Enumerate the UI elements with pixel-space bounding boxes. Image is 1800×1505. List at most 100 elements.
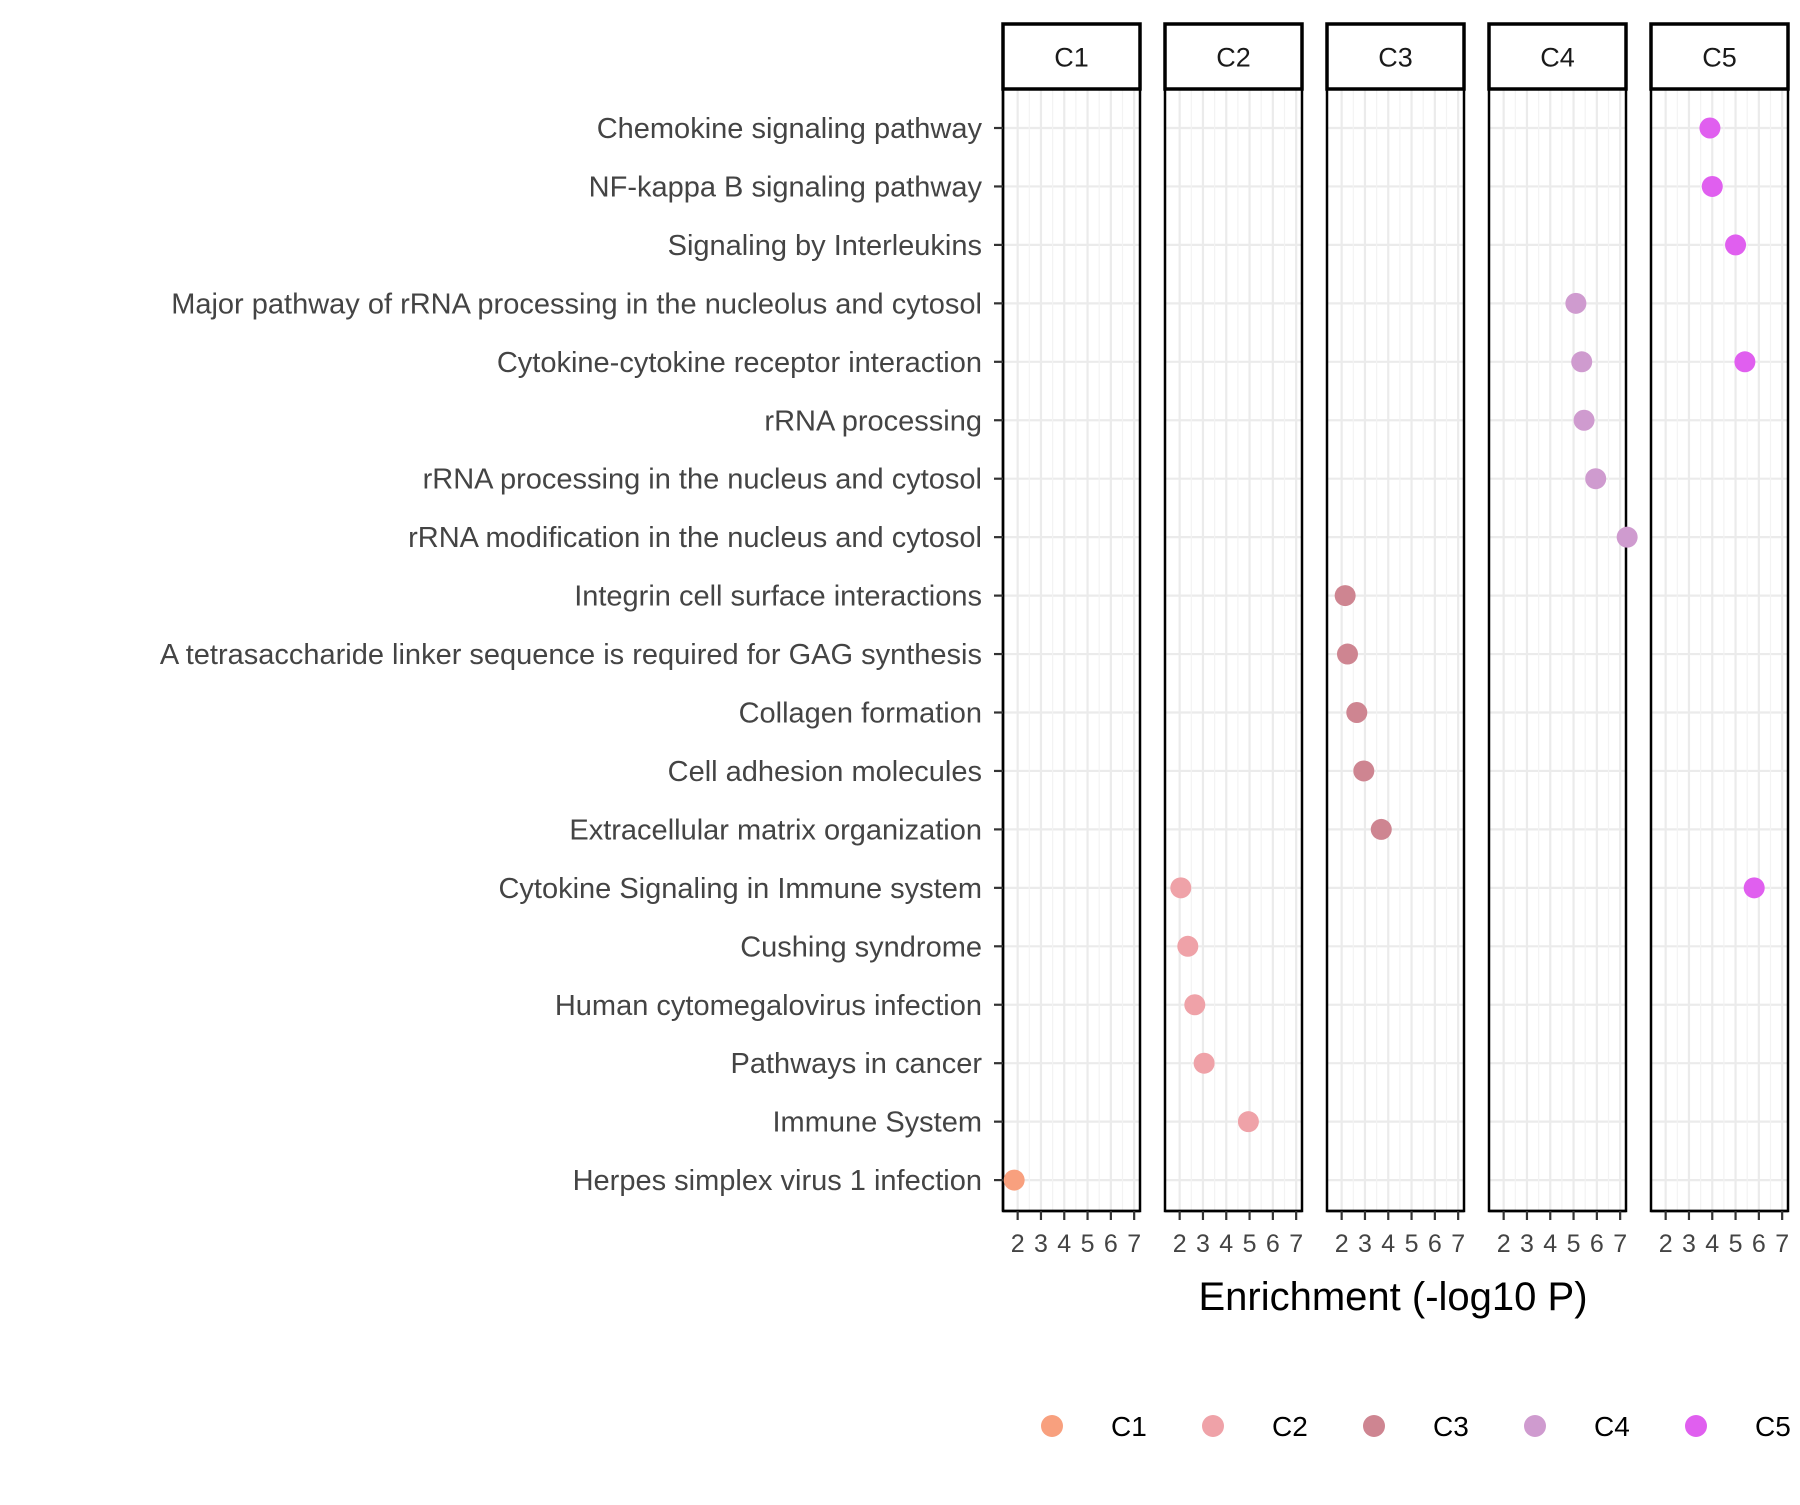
facet-panel-c1 bbox=[1001, 87, 1142, 1213]
x-tick-label: 2 bbox=[1335, 1230, 1349, 1258]
x-axis-title: Enrichment (-log10 P) bbox=[1198, 1275, 1587, 1319]
facet-strip-c2 bbox=[1163, 22, 1304, 91]
x-tick-label: 3 bbox=[1034, 1230, 1048, 1258]
point-layer bbox=[1003, 117, 1765, 1191]
x-tick-label: 3 bbox=[1520, 1230, 1534, 1258]
legend-key-c5 bbox=[1685, 1415, 1707, 1437]
x-tick-label: 2 bbox=[1173, 1230, 1187, 1258]
facet-strip-label: C3 bbox=[1378, 43, 1413, 73]
x-tick-label: 6 bbox=[1428, 1230, 1442, 1258]
x-tick-label: 7 bbox=[1613, 1230, 1627, 1258]
facet-panel-c2 bbox=[1163, 87, 1304, 1213]
y-tick-label: rRNA modification in the nucleus and cyt… bbox=[408, 522, 982, 554]
x-tick-label: 4 bbox=[1543, 1230, 1557, 1258]
facet-panel-c5 bbox=[1649, 87, 1790, 1213]
x-tick-label: 7 bbox=[1289, 1230, 1303, 1258]
point-c5-cytokine-signaling-in-immune-system bbox=[1743, 877, 1765, 899]
legend-key-c4 bbox=[1524, 1415, 1546, 1437]
facet-strip-label: C2 bbox=[1216, 43, 1251, 73]
point-c4-rrna-modification-in-the-nucleus-and-cytosol bbox=[1616, 526, 1638, 548]
y-tick-label: Extracellular matrix organization bbox=[569, 814, 982, 846]
x-tick-label: 7 bbox=[1775, 1230, 1789, 1258]
point-c5-signaling-by-interleukins bbox=[1725, 234, 1747, 256]
facet-strip-c1 bbox=[1001, 22, 1142, 91]
x-tick-label: 6 bbox=[1104, 1230, 1118, 1258]
facet-strip-label: C5 bbox=[1702, 43, 1737, 73]
legend-label: C3 bbox=[1433, 1411, 1469, 1442]
point-c3-extracellular-matrix-organization bbox=[1370, 818, 1392, 840]
x-tick-label: 5 bbox=[1081, 1230, 1095, 1258]
legend-label: C4 bbox=[1594, 1411, 1630, 1442]
grid-layer bbox=[1003, 89, 1788, 1211]
x-tick-label: 3 bbox=[1196, 1230, 1210, 1258]
point-c3-collagen-formation bbox=[1346, 702, 1368, 723]
x-tick-label: 5 bbox=[1729, 1230, 1743, 1258]
legend-key-c2 bbox=[1202, 1415, 1224, 1437]
point-c4-cytokine-cytokine-receptor-interaction bbox=[1571, 351, 1593, 373]
x-tick-label: 6 bbox=[1752, 1230, 1766, 1258]
y-tick-label: Immune System bbox=[773, 1107, 983, 1139]
point-c4-rrna-processing-in-the-nucleus-and-cytosol bbox=[1585, 468, 1607, 490]
y-tick-label: Signaling by Interleukins bbox=[668, 230, 982, 262]
y-tick-label: Cytokine Signaling in Immune system bbox=[498, 873, 982, 905]
facet-strip-label: C4 bbox=[1540, 43, 1575, 73]
point-c2-cytokine-signaling-in-immune-system bbox=[1170, 877, 1192, 899]
point-c5-cytokine-cytokine-receptor-interaction bbox=[1734, 351, 1756, 373]
y-tick-label: Pathways in cancer bbox=[731, 1048, 983, 1080]
x-tick-label: 6 bbox=[1266, 1230, 1280, 1258]
x-tick-label: 4 bbox=[1705, 1230, 1719, 1258]
y-tick-label: Cushing syndrome bbox=[740, 931, 982, 963]
x-tick-label: 2 bbox=[1497, 1230, 1511, 1258]
point-c2-cushing-syndrome bbox=[1177, 935, 1199, 957]
y-tick-label: Cell adhesion molecules bbox=[668, 756, 982, 788]
legend-label: C1 bbox=[1111, 1411, 1147, 1442]
legend-key-c1 bbox=[1041, 1415, 1063, 1437]
point-c3-integrin-cell-surface-interactions bbox=[1334, 585, 1356, 607]
y-tick-label: Major pathway of rRNA processing in the … bbox=[171, 288, 982, 320]
point-c4-major-pathway-of-rrna-processing-in-the-nucleolus-and-cytosol bbox=[1565, 292, 1587, 314]
legend: C1 C2 C3 C4 C5 bbox=[1041, 1411, 1791, 1442]
y-tick-label: Collagen formation bbox=[739, 698, 982, 730]
x-tick-label: 4 bbox=[1219, 1230, 1233, 1258]
x-tick-label: 3 bbox=[1358, 1230, 1372, 1258]
x-tick-label: 5 bbox=[1243, 1230, 1257, 1258]
x-tick-label: 2 bbox=[1011, 1230, 1025, 1258]
point-c2-human-cytomegalovirus-infection bbox=[1184, 994, 1206, 1016]
x-tick-label: 5 bbox=[1567, 1230, 1581, 1258]
y-tick-label: Herpes simplex virus 1 infection bbox=[573, 1165, 982, 1197]
y-tick-label: Cytokine-cytokine receptor interaction bbox=[497, 347, 982, 379]
point-c3-a-tetrasaccharide-linker-sequence-is-required-for-gag-synthesis bbox=[1336, 643, 1358, 665]
point-c5-chemokine-signaling-pathway bbox=[1699, 117, 1721, 139]
y-tick-label: rRNA processing bbox=[764, 405, 982, 437]
point-c2-immune-system bbox=[1237, 1111, 1259, 1133]
strip-layer: C1 C2 C3 C4 C5 bbox=[1001, 22, 1790, 91]
legend-key-c3 bbox=[1363, 1415, 1385, 1437]
x-tick-label: 4 bbox=[1057, 1230, 1071, 1258]
x-tick-label: 2 bbox=[1659, 1230, 1673, 1258]
x-tick-label: 3 bbox=[1682, 1230, 1696, 1258]
y-tick-label: Human cytomegalovirus infection bbox=[555, 990, 982, 1022]
point-c1-herpes-simplex-virus-1-infection bbox=[1003, 1169, 1025, 1191]
facet-strip-c3 bbox=[1325, 22, 1466, 91]
row-label-layer: Chemokine signaling pathway NF-kappa B si… bbox=[160, 113, 983, 1197]
x-tick-label: 6 bbox=[1590, 1230, 1604, 1258]
legend-label: C2 bbox=[1272, 1411, 1308, 1442]
facet-panel-c4 bbox=[1487, 87, 1628, 1213]
point-c4-rrna-processing bbox=[1573, 409, 1595, 431]
facet-strip-c5 bbox=[1649, 22, 1790, 91]
x-tick-label: 7 bbox=[1127, 1230, 1141, 1258]
legend-label: C5 bbox=[1755, 1411, 1791, 1442]
facet-strip-label: C1 bbox=[1054, 43, 1089, 73]
y-tick-label: Chemokine signaling pathway bbox=[597, 113, 983, 145]
y-tick-label: Integrin cell surface interactions bbox=[574, 581, 982, 613]
point-c5-nf-kappa-b-signaling-pathway bbox=[1701, 175, 1723, 197]
facet-strip-c4 bbox=[1487, 22, 1628, 91]
y-tick-label: A tetrasaccharide linker sequence is req… bbox=[160, 639, 982, 671]
x-tick-label: 5 bbox=[1405, 1230, 1419, 1258]
point-c3-cell-adhesion-molecules bbox=[1353, 760, 1375, 782]
y-tick-label: NF-kappa B signaling pathway bbox=[589, 171, 983, 203]
x-tick-label: 4 bbox=[1381, 1230, 1395, 1258]
